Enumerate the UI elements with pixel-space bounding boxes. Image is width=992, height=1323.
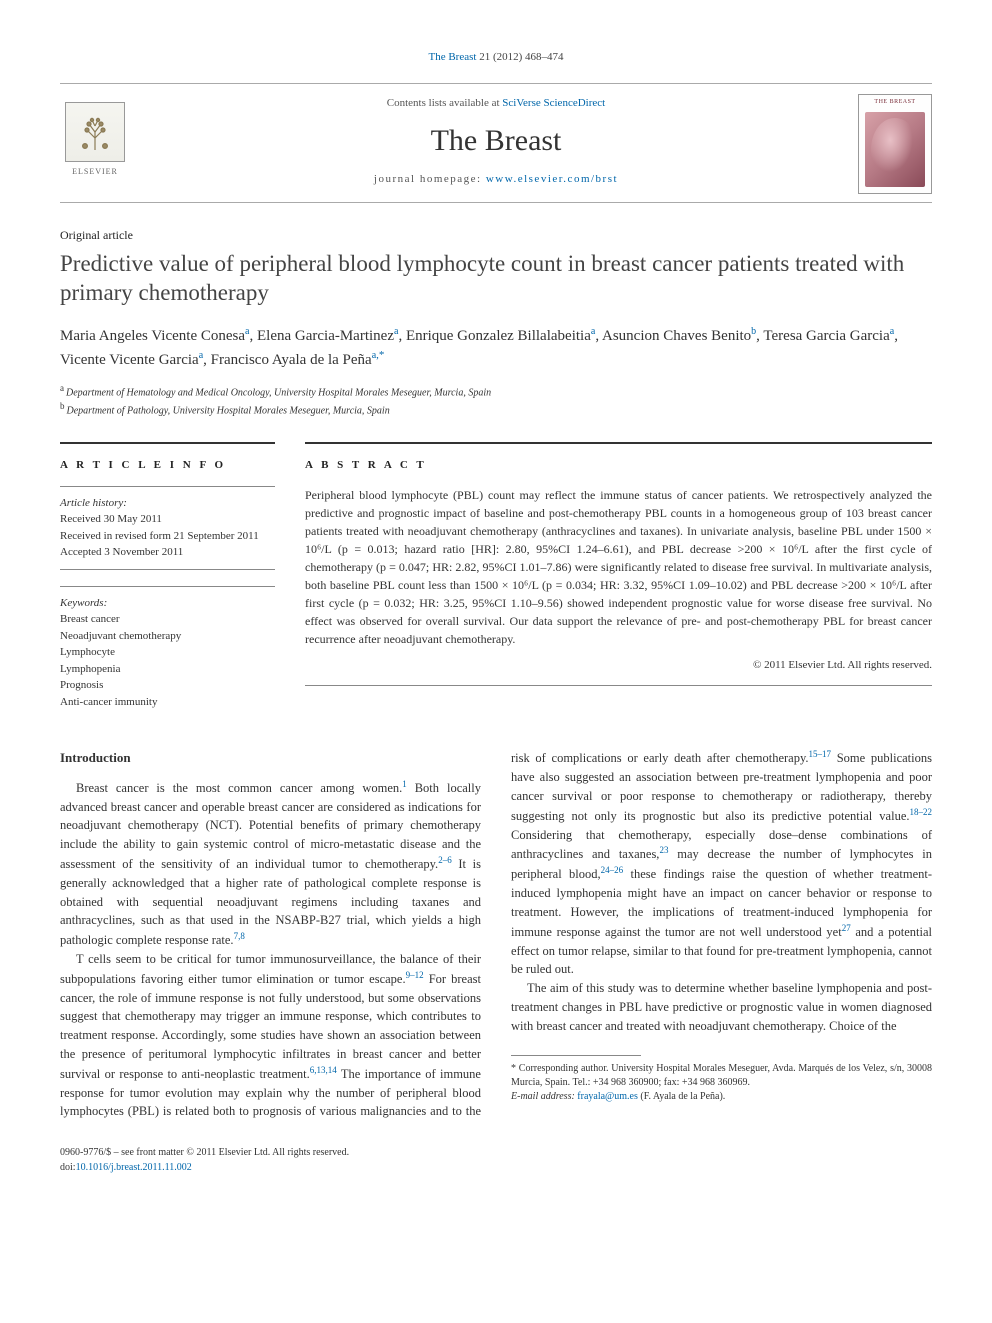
publisher-label: ELSEVIER <box>72 166 118 177</box>
issn-copyright-line: 0960-9776/$ – see front matter © 2011 El… <box>60 1145 932 1160</box>
author: Maria Angeles Vicente Conesaa <box>60 328 249 344</box>
contents-available-line: Contents lists available at SciVerse Sci… <box>60 96 932 111</box>
keywords-block: Keywords: Breast cancer Neoadjuvant chem… <box>60 586 275 719</box>
author-list: Maria Angeles Vicente Conesaa, Elena Gar… <box>60 324 932 372</box>
keyword: Breast cancer <box>60 611 275 628</box>
affiliation: bDepartment of Pathology, University Hos… <box>60 400 932 418</box>
author: Francisco Ayala de la Peñaa,* <box>211 352 385 368</box>
article-info-column: A R T I C L E I N F O Article history: R… <box>60 442 275 718</box>
journal-cover-thumbnail[interactable]: THE BREAST <box>858 94 932 194</box>
publisher-logo[interactable]: ELSEVIER <box>60 102 130 186</box>
footnote-separator <box>511 1055 641 1056</box>
abstract-copyright: © 2011 Elsevier Ltd. All rights reserved… <box>305 658 932 673</box>
citation-link[interactable]: 9–12 <box>406 970 424 980</box>
abstract-text: Peripheral blood lymphocyte (PBL) count … <box>305 486 932 648</box>
abstract-column: A B S T R A C T Peripheral blood lymphoc… <box>305 442 932 718</box>
corresponding-author-footnote: * Corresponding author. University Hospi… <box>511 1062 932 1104</box>
running-head-citation: 21 (2012) 468–474 <box>479 51 563 63</box>
author: Asuncion Chaves Benitob <box>602 328 756 344</box>
citation-link[interactable]: 6,13,14 <box>310 1065 337 1075</box>
affiliation: aDepartment of Hematology and Medical On… <box>60 382 932 400</box>
keyword: Lymphocyte <box>60 644 275 661</box>
elsevier-tree-icon <box>65 102 125 162</box>
citation-link[interactable]: 18–22 <box>910 807 933 817</box>
article-body: Introduction Breast cancer is the most c… <box>60 748 932 1121</box>
citation-link[interactable]: 7,8 <box>234 931 245 941</box>
keyword: Prognosis <box>60 677 275 694</box>
article-info-label: A R T I C L E I N F O <box>60 458 275 473</box>
cover-image-icon <box>865 112 925 188</box>
body-paragraph: Breast cancer is the most common cancer … <box>60 778 481 950</box>
corresponding-email-link[interactable]: frayala@um.es <box>577 1091 638 1102</box>
running-head: The Breast 21 (2012) 468–474 <box>60 50 932 65</box>
article-title: Predictive value of peripheral blood lym… <box>60 250 932 308</box>
sciencedirect-link[interactable]: SciVerse ScienceDirect <box>502 97 605 109</box>
section-heading-introduction: Introduction <box>60 748 481 768</box>
journal-homepage-line: journal homepage: www.elsevier.com/brst <box>60 172 932 187</box>
article-type: Original article <box>60 227 932 244</box>
keyword: Neoadjuvant chemotherapy <box>60 628 275 645</box>
citation-link[interactable]: 24–26 <box>601 865 624 875</box>
author: Teresa Garcia Garciaa <box>763 328 894 344</box>
page: The Breast 21 (2012) 468–474 ELSEVIER TH… <box>0 0 992 1225</box>
keyword: Lymphopenia <box>60 661 275 678</box>
masthead: ELSEVIER THE BREAST Contents lists avail… <box>60 83 932 203</box>
cover-title: THE BREAST <box>859 95 931 109</box>
author: Elena Garcia-Martineza <box>257 328 398 344</box>
keyword: Anti-cancer immunity <box>60 694 275 711</box>
journal-homepage-link[interactable]: www.elsevier.com/brst <box>486 173 618 185</box>
doi-link[interactable]: 10.1016/j.breast.2011.11.002 <box>76 1162 192 1173</box>
author: Vicente Vicente Garciaa <box>60 352 203 368</box>
author: Enrique Gonzalez Billalabeitiaa <box>406 328 595 344</box>
doi-line: doi:10.1016/j.breast.2011.11.002 <box>60 1160 932 1175</box>
article-history: Article history: Received 30 May 2011 Re… <box>60 486 275 570</box>
running-head-journal-link[interactable]: The Breast <box>428 51 476 63</box>
page-footer: 0960-9776/$ – see front matter © 2011 El… <box>60 1145 932 1175</box>
body-paragraph: The aim of this study was to determine w… <box>511 979 932 1035</box>
citation-link[interactable]: 2–6 <box>438 855 452 865</box>
journal-name: The Breast <box>60 120 932 162</box>
citation-link[interactable]: 15–17 <box>809 749 832 759</box>
affiliations: aDepartment of Hematology and Medical On… <box>60 382 932 419</box>
abstract-label: A B S T R A C T <box>305 458 932 473</box>
citation-link[interactable]: 27 <box>842 923 851 933</box>
info-abstract-row: A R T I C L E I N F O Article history: R… <box>60 442 932 718</box>
